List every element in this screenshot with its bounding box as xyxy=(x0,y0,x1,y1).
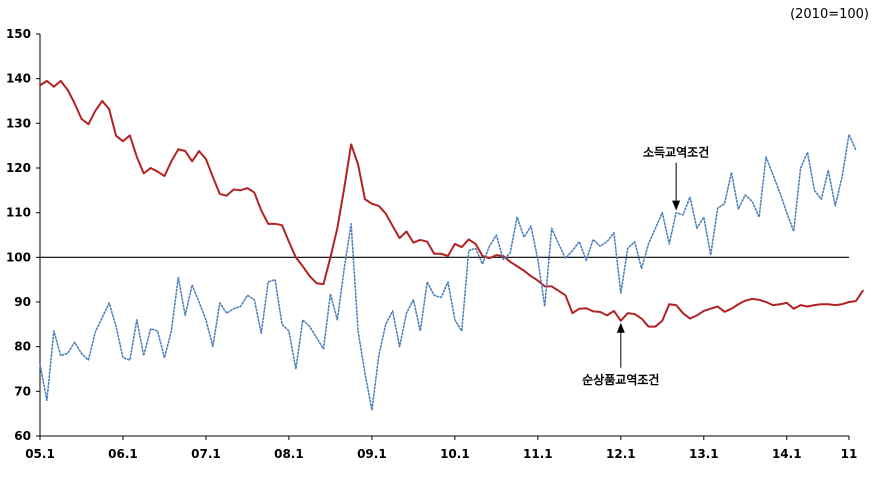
annotation-label: 순상품교역조건 xyxy=(582,372,659,387)
x-tick-label: 13.1 xyxy=(689,447,719,461)
x-tick-label: 12.1 xyxy=(606,447,636,461)
x-tick-label: 14.1 xyxy=(772,447,802,461)
y-tick-label: 130 xyxy=(6,116,31,130)
y-tick-label: 120 xyxy=(6,161,31,175)
y-tick-label: 90 xyxy=(14,295,31,309)
unit-label: (2010=100) xyxy=(790,7,869,22)
x-tick-label: 11 xyxy=(841,447,858,461)
y-tick-labels: 60 70 80 90 100 110 120 130 140 150 xyxy=(6,27,31,443)
y-tick-label: 140 xyxy=(6,72,31,86)
x-tick-label: 05.1 xyxy=(25,447,55,461)
x-tick-label: 09.1 xyxy=(357,447,387,461)
axes xyxy=(36,33,850,440)
annotation-arrow-head xyxy=(672,200,681,211)
x-tick-label: 08.1 xyxy=(274,447,304,461)
y-tick-label: 60 xyxy=(14,429,31,443)
y-tick-label: 80 xyxy=(14,340,31,354)
y-tick-label: 150 xyxy=(6,27,31,41)
x-tick-label: 07.1 xyxy=(191,447,221,461)
x-tick-label: 11.1 xyxy=(523,447,553,461)
series-line-2 xyxy=(39,133,857,411)
x-tick-label: 06.1 xyxy=(108,447,138,461)
annotation-arrow-head xyxy=(616,322,625,333)
y-tick-label: 110 xyxy=(6,206,31,220)
series-group xyxy=(39,79,864,411)
annotation-label: 소득교역조건 xyxy=(643,145,709,160)
x-tick-labels: 05.1 06.1 07.1 08.1 09.1 10.1 11.1 12.1 13.1 14.1… xyxy=(25,447,857,461)
y-tick-label: 100 xyxy=(6,250,31,264)
x-tick-label: 10.1 xyxy=(440,447,470,461)
series-line-1 xyxy=(39,79,864,328)
y-tick-label: 70 xyxy=(14,384,31,398)
